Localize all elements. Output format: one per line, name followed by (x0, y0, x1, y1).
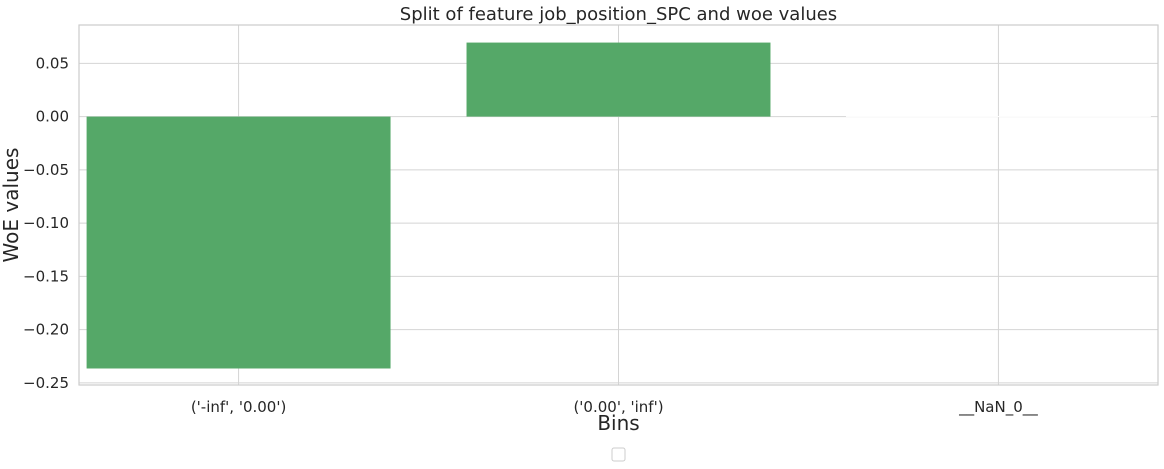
bars (86, 42, 1151, 369)
y-tick-label: −0.20 (23, 321, 69, 339)
legend-box (611, 447, 626, 462)
x-tick-label: __NaN_0__ (958, 398, 1038, 417)
plot-frame (78, 24, 1159, 386)
y-tick-label: −0.25 (23, 374, 69, 392)
y-tick-label: 0.00 (36, 108, 69, 126)
y-tick-label: 0.05 (36, 54, 69, 72)
x-tick-label: ('-inf', '0.00') (191, 398, 287, 416)
bar-0 (86, 116, 391, 369)
x-tick-label: ('0.00', 'inf') (573, 398, 663, 416)
chart-title: Split of feature job_position_SPC and wo… (400, 4, 837, 25)
x-axis-title: Bins (597, 411, 639, 435)
y-tick-label: −0.15 (23, 267, 69, 285)
x-tick-labels: ('-inf', '0.00') ('0.00', 'inf') __NaN_0__ (191, 398, 1038, 417)
y-axis-title: WoE values (0, 148, 23, 263)
y-tick-label: −0.10 (23, 214, 69, 232)
y-tick-label: −0.05 (23, 161, 69, 179)
y-tick-labels: 0.05 0.00 −0.05 −0.10 −0.15 −0.20 −0.25 (23, 54, 69, 392)
bar-1 (466, 42, 771, 117)
